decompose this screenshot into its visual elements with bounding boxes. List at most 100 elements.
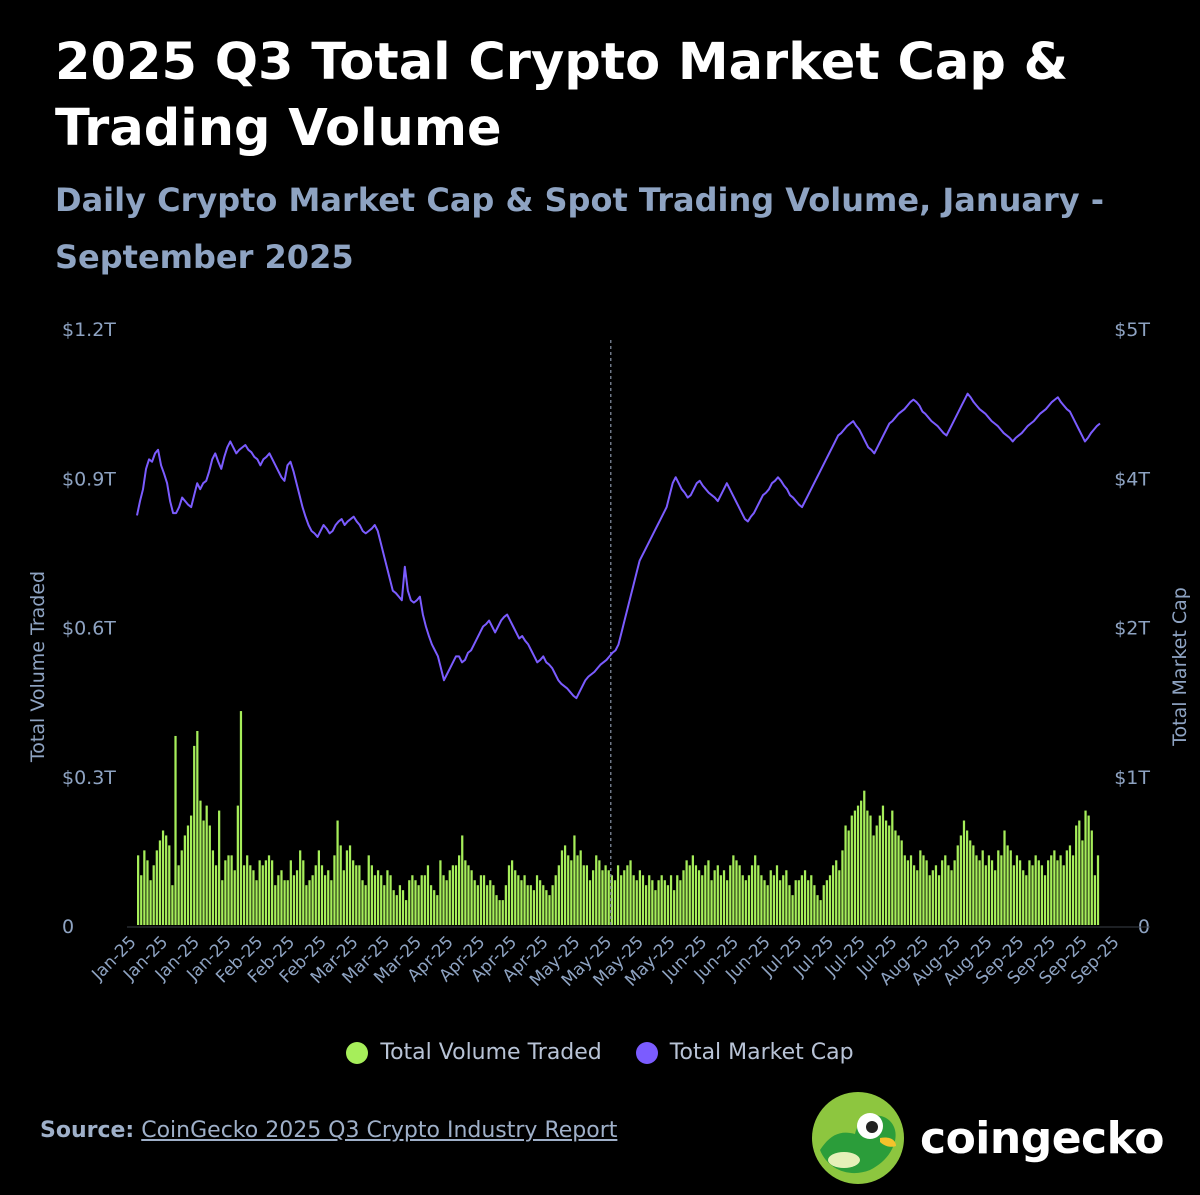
volume-bar[interactable] <box>741 875 744 925</box>
volume-bar[interactable] <box>573 835 576 925</box>
volume-bar[interactable] <box>526 885 529 925</box>
volume-bar[interactable] <box>189 815 193 925</box>
volume-bar[interactable] <box>514 870 517 925</box>
volume-bar[interactable] <box>944 855 947 925</box>
volume-bar[interactable] <box>417 885 420 925</box>
volume-bar[interactable] <box>236 805 239 925</box>
volume-bar[interactable] <box>1047 860 1050 925</box>
volume-bar[interactable] <box>934 865 938 925</box>
volume-bar[interactable] <box>283 880 286 925</box>
volume-bar[interactable] <box>498 900 501 926</box>
volume-bar[interactable] <box>613 880 617 925</box>
volume-bar[interactable] <box>775 865 779 925</box>
volume-bar[interactable] <box>598 860 601 925</box>
volume-bar[interactable] <box>292 875 296 925</box>
volume-bar[interactable] <box>916 870 919 925</box>
volume-bar[interactable] <box>825 880 828 925</box>
volume-bar[interactable] <box>342 870 345 925</box>
market-cap-line[interactable] <box>136 392 1101 700</box>
volume-bar[interactable] <box>937 875 941 925</box>
volume-bar[interactable] <box>710 880 713 925</box>
volume-bar[interactable] <box>941 860 944 925</box>
volume-bar[interactable] <box>772 875 776 925</box>
volume-bar[interactable] <box>713 870 716 925</box>
volume-bar[interactable] <box>445 880 448 925</box>
volume-bar[interactable] <box>651 880 654 925</box>
volume-bar[interactable] <box>722 870 726 925</box>
volume-bar[interactable] <box>320 865 324 925</box>
volume-bar[interactable] <box>560 850 564 926</box>
volume-bar[interactable] <box>676 875 679 925</box>
volume-bar[interactable] <box>370 865 373 925</box>
volume-bar[interactable] <box>411 875 414 925</box>
volume-bar[interactable] <box>669 875 673 925</box>
volume-bar[interactable] <box>177 865 180 925</box>
volume-bar[interactable] <box>168 845 171 925</box>
volume-bar[interactable] <box>744 880 747 925</box>
volume-bar[interactable] <box>828 875 832 925</box>
volume-bar[interactable] <box>1078 820 1081 925</box>
volume-bar[interactable] <box>158 840 162 925</box>
volume-bar[interactable] <box>760 875 763 925</box>
volume-bar[interactable] <box>426 865 430 925</box>
volume-bar[interactable] <box>140 875 143 925</box>
volume-bar[interactable] <box>797 880 800 925</box>
volume-bar[interactable] <box>205 805 208 925</box>
volume-bar[interactable] <box>277 875 280 925</box>
volume-bar[interactable] <box>953 860 956 925</box>
volume-bar[interactable] <box>414 880 417 925</box>
volume-bar[interactable] <box>978 860 981 925</box>
volume-bar[interactable] <box>330 880 333 925</box>
volume-bar[interactable] <box>489 880 492 925</box>
volume-bar[interactable] <box>956 845 959 925</box>
volume-bar[interactable] <box>685 860 688 925</box>
volume-bar[interactable] <box>230 855 233 925</box>
volume-bar[interactable] <box>872 835 875 925</box>
volume-bar[interactable] <box>202 820 205 925</box>
volume-bar[interactable] <box>673 890 676 925</box>
volume-bar[interactable] <box>510 860 514 925</box>
volume-bar[interactable] <box>535 875 539 925</box>
volume-bar[interactable] <box>242 865 246 925</box>
volume-bar[interactable] <box>707 860 710 925</box>
volume-bar[interactable] <box>579 850 582 926</box>
volume-bar[interactable] <box>367 855 370 925</box>
volume-bar[interactable] <box>532 890 536 925</box>
volume-bar[interactable] <box>467 865 470 925</box>
volume-bar[interactable] <box>1006 845 1009 925</box>
volume-bar[interactable] <box>641 875 645 925</box>
volume-bar[interactable] <box>246 855 249 925</box>
volume-bar[interactable] <box>551 885 554 925</box>
volume-bar[interactable] <box>863 790 866 925</box>
volume-bar[interactable] <box>1056 860 1059 925</box>
volume-bar[interactable] <box>563 845 567 925</box>
volume-bar[interactable] <box>835 860 838 925</box>
volume-bar[interactable] <box>137 855 140 925</box>
volume-bar[interactable] <box>429 885 433 925</box>
volume-bar[interactable] <box>856 805 860 925</box>
volume-bar[interactable] <box>507 865 511 925</box>
volume-bar[interactable] <box>1018 860 1022 925</box>
volume-bar[interactable] <box>398 885 402 925</box>
volume-bar[interactable] <box>1043 875 1047 925</box>
volume-bar[interactable] <box>638 870 641 925</box>
volume-bar[interactable] <box>208 825 211 926</box>
volume-bar[interactable] <box>909 855 913 925</box>
volume-bar[interactable] <box>831 865 835 925</box>
volume-bar[interactable] <box>894 830 897 925</box>
volume-bar[interactable] <box>881 805 885 925</box>
volume-bar[interactable] <box>853 810 857 925</box>
volume-bar[interactable] <box>701 875 704 925</box>
volume-bar[interactable] <box>308 880 311 925</box>
volume-bar[interactable] <box>965 830 969 925</box>
volume-bar[interactable] <box>726 880 729 925</box>
volume-bar[interactable] <box>1050 855 1053 925</box>
volume-bar[interactable] <box>214 865 218 925</box>
volume-bar[interactable] <box>947 865 950 925</box>
volume-bar[interactable] <box>305 885 308 925</box>
volume-bar[interactable] <box>906 860 910 925</box>
volume-bar[interactable] <box>763 880 766 925</box>
volume-bar[interactable] <box>255 880 258 925</box>
volume-bar[interactable] <box>567 855 570 925</box>
volume-bar[interactable] <box>644 885 648 925</box>
